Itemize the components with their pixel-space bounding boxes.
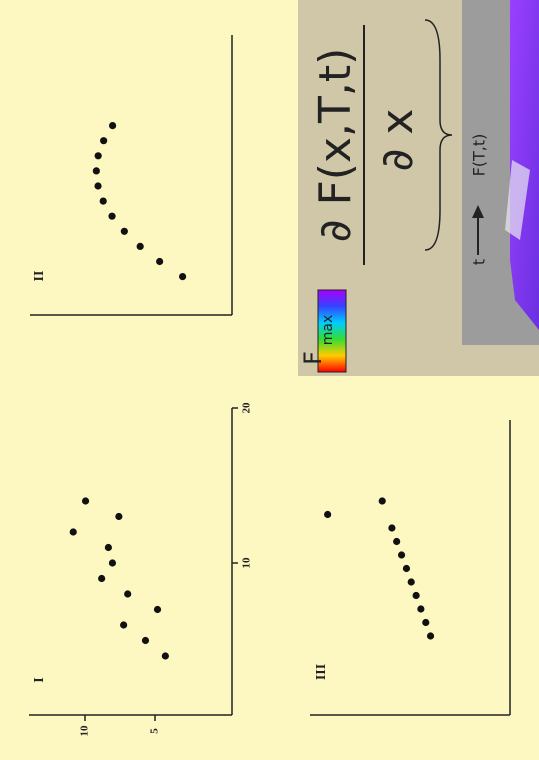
point <box>179 273 186 280</box>
page: {"chart_data":[ {"type":"scatter","title… <box>0 0 539 760</box>
point <box>156 258 163 265</box>
point <box>408 578 415 585</box>
point <box>105 544 112 551</box>
point <box>324 511 331 518</box>
point <box>115 513 122 520</box>
panel-label: I <box>32 677 47 682</box>
figure: I1020510IIIII ∂ F(x,T,t) ∂ x F(T,t) t F … <box>0 0 539 760</box>
point <box>100 198 107 205</box>
point <box>108 213 115 220</box>
point <box>398 551 405 558</box>
overlay: ∂ F(x,T,t) ∂ x F(T,t) t F max <box>298 0 539 376</box>
point <box>422 619 429 626</box>
point <box>95 152 102 159</box>
denominator: ∂ x <box>372 109 423 172</box>
point <box>100 137 107 144</box>
panel-label: II <box>32 271 47 282</box>
point <box>154 606 161 613</box>
colorbar-sub: max <box>320 315 336 346</box>
y-tick-label: 5 <box>149 728 161 734</box>
panel-label: III <box>314 664 329 680</box>
point <box>70 528 77 535</box>
point <box>403 565 410 572</box>
point <box>120 621 127 628</box>
point <box>413 592 420 599</box>
x-tick-label: 20 <box>241 402 253 414</box>
y-tick-label: 10 <box>79 725 91 737</box>
point <box>137 243 144 250</box>
point <box>109 122 116 129</box>
point <box>109 559 116 566</box>
point <box>94 182 101 189</box>
point <box>379 497 386 504</box>
point <box>98 575 105 582</box>
point <box>417 605 424 612</box>
numerator: ∂ F(x,T,t) <box>310 48 361 243</box>
colorbar-label: F <box>299 351 327 365</box>
point <box>393 538 400 545</box>
t-label: t <box>470 259 489 265</box>
point <box>121 228 128 235</box>
point <box>124 590 131 597</box>
point <box>82 497 89 504</box>
point <box>142 637 149 644</box>
point <box>162 652 169 659</box>
axis-label: F(T,t) <box>470 134 489 177</box>
point <box>388 524 395 531</box>
x-tick-label: 10 <box>241 557 253 569</box>
point <box>427 632 434 639</box>
point <box>93 167 100 174</box>
